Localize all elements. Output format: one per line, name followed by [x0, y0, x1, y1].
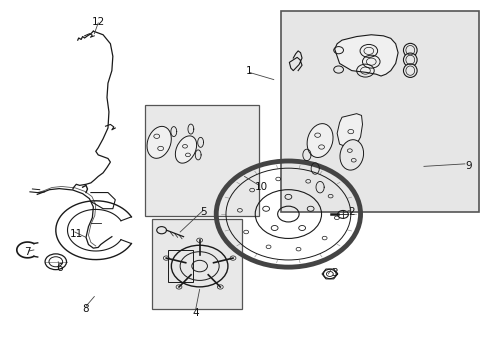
Text: 10: 10 [254, 182, 267, 192]
Ellipse shape [403, 43, 416, 57]
Text: 3: 3 [331, 268, 337, 278]
Text: 6: 6 [56, 263, 62, 273]
Text: 12: 12 [91, 17, 104, 27]
Bar [152, 220, 242, 309]
Bar [281, 12, 478, 212]
Text: 2: 2 [348, 207, 354, 217]
Ellipse shape [147, 126, 171, 158]
Text: 8: 8 [82, 304, 89, 314]
Bar [144, 105, 259, 216]
Text: 9: 9 [465, 161, 471, 171]
Text: 7: 7 [24, 247, 31, 257]
Ellipse shape [339, 140, 363, 170]
Ellipse shape [175, 136, 196, 163]
Bar [167, 250, 193, 282]
Text: 4: 4 [192, 308, 199, 318]
Polygon shape [334, 35, 397, 76]
Ellipse shape [403, 53, 416, 67]
Text: 5: 5 [199, 207, 206, 217]
Text: 1: 1 [245, 66, 252, 76]
Text: 11: 11 [69, 229, 83, 239]
Ellipse shape [306, 123, 332, 157]
Polygon shape [336, 114, 362, 147]
Ellipse shape [403, 64, 416, 77]
